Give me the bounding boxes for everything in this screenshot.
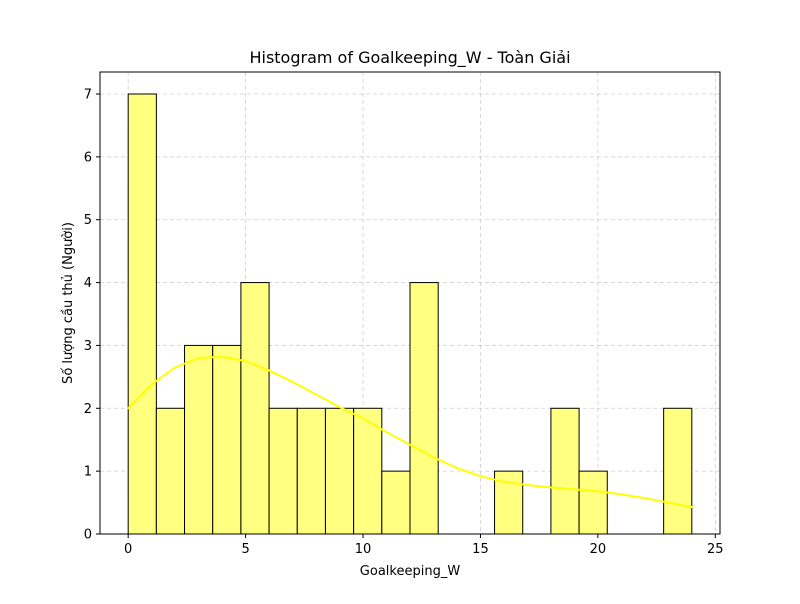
histogram-bar	[155, 407, 186, 535]
histogram-bar	[212, 344, 242, 535]
histogram-bar	[409, 282, 439, 535]
kde-curve-layer	[127, 355, 693, 508]
histogram-bar	[296, 407, 326, 535]
histogram-bar	[184, 344, 214, 535]
y-tick-label: 5	[84, 213, 92, 228]
histogram-bar	[381, 470, 411, 535]
x-tick-label: 20	[590, 542, 607, 557]
histogram-bar	[550, 407, 580, 535]
histogram-bar	[663, 407, 693, 535]
histogram-bar	[268, 407, 298, 535]
x-tick-label: 25	[707, 542, 724, 557]
x-tick-label: 0	[124, 542, 132, 557]
histogram-bar	[324, 407, 355, 535]
y-tick-label: 0	[84, 528, 92, 543]
plot-frame	[99, 71, 721, 535]
y-tick-label: 6	[84, 150, 92, 165]
x-tick-label: 5	[241, 542, 249, 557]
y-tick-label: 7	[84, 88, 92, 103]
x-tick-label: 15	[472, 542, 489, 557]
histogram-bar	[240, 282, 270, 535]
y-tick-label: 2	[84, 402, 92, 417]
kde-curve	[127, 355, 693, 508]
histogram-bar	[127, 93, 157, 535]
x-axis-label: Goalkeeping_W	[360, 564, 461, 579]
chart-title: Histogram of Goalkeeping_W - Toàn Giải	[249, 48, 570, 68]
histogram-bar	[578, 470, 608, 535]
y-tick-label: 1	[84, 465, 92, 480]
y-axis-label: Số lượng cầu thủ (Người)	[61, 222, 76, 384]
histogram-bar	[353, 407, 383, 535]
y-tick-label: 4	[84, 276, 92, 291]
x-axis-ticks: 0 5 10 15 20 25	[124, 534, 724, 557]
y-tick-label: 3	[84, 339, 92, 354]
histogram-bars	[127, 93, 693, 535]
y-axis-ticks: 0 1 2 3 4 5 6 7	[84, 88, 100, 543]
x-tick-label: 10	[355, 542, 372, 557]
